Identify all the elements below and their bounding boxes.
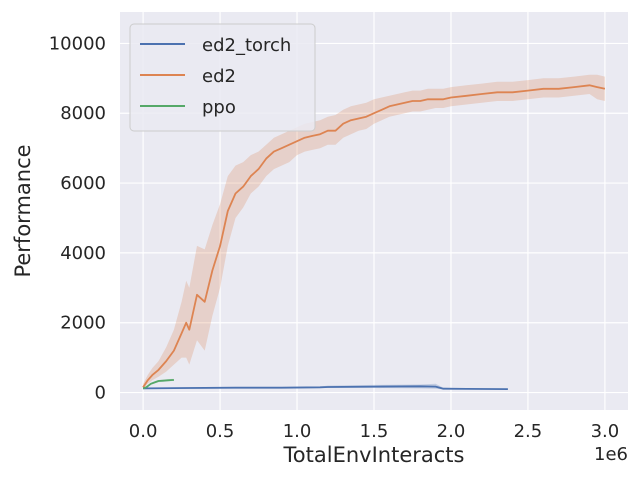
series-line-ed2_torch <box>143 385 508 390</box>
x-tick-label: 2.0 <box>437 421 466 442</box>
series-band-ed2 <box>143 74 605 390</box>
x-tick-label: 1.0 <box>283 421 312 442</box>
x-tick-label: 1.5 <box>360 421 389 442</box>
y-tick-label: 8000 <box>60 103 106 124</box>
x-tick-label: 0.0 <box>129 421 158 442</box>
series-line-ed2 <box>142 84 606 388</box>
legend: ed2_torch ed2 ppo <box>129 23 316 132</box>
y-axis-label: Performance <box>11 144 35 277</box>
y-tick-label: 10000 <box>49 33 106 54</box>
legend-box <box>129 23 316 132</box>
x-axis-scale-label: 1e6 <box>594 444 628 465</box>
x-tick-label: 2.5 <box>514 421 543 442</box>
series-band-ppo <box>143 378 174 390</box>
x-tick-label: 0.5 <box>206 421 235 442</box>
legend-label: ed2_torch <box>202 35 291 56</box>
y-tick-label: 2000 <box>60 313 106 334</box>
x-axis-label: TotalEnvInteracts <box>283 443 465 467</box>
y-tick-label: 4000 <box>60 243 106 264</box>
x-tick-label: 3.0 <box>591 421 620 442</box>
y-tick-label: 6000 <box>60 173 106 194</box>
y-tick-label: 0 <box>95 383 106 404</box>
series-lines <box>142 84 606 390</box>
legend-label: ed2 <box>202 66 236 87</box>
legend-label: ppo <box>202 97 236 118</box>
series-line-ppo <box>142 379 174 390</box>
tick-labels: 0.0 0.5 1.0 1.5 2.0 2.5 3.0 0 2000 4000 6000 8000 10… <box>49 33 619 442</box>
